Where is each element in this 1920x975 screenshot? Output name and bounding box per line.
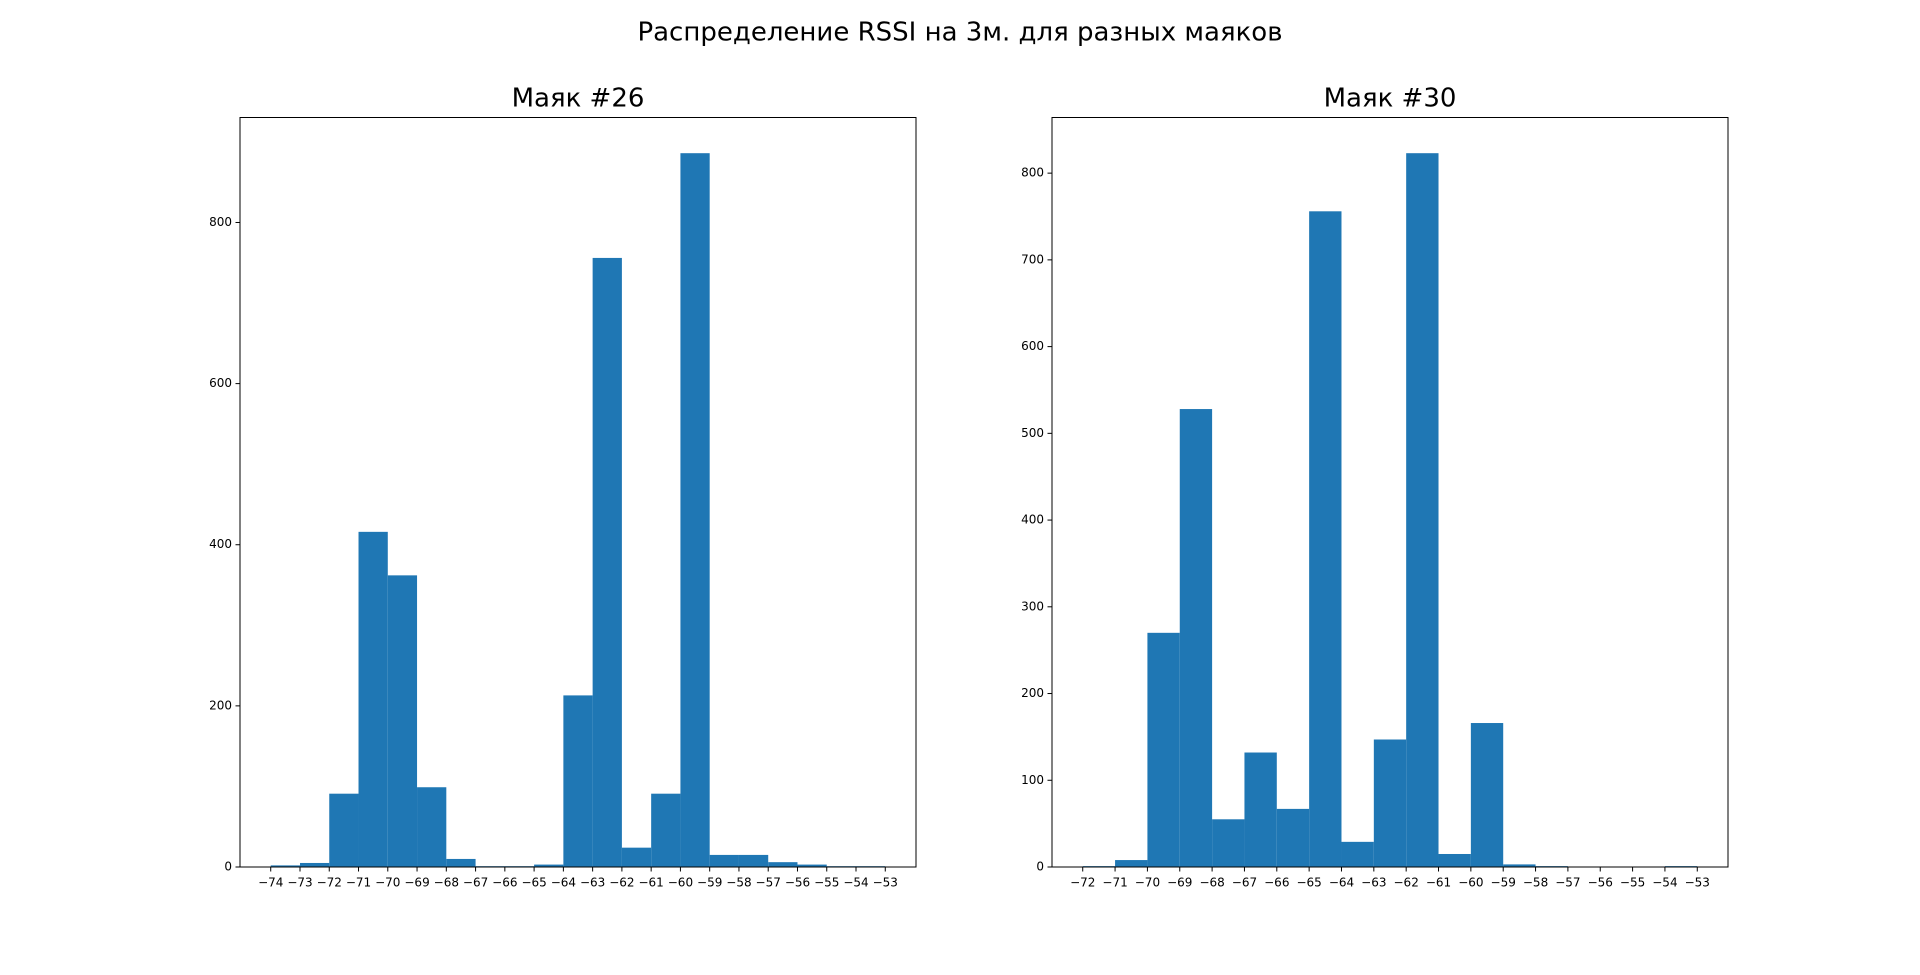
bar: [1179, 409, 1213, 867]
bar: [299, 862, 330, 867]
x-tick-label: −68: [1199, 876, 1224, 890]
bar: [534, 864, 564, 867]
x-tick-label: −69: [404, 876, 429, 890]
x-tick-label: −71: [1102, 876, 1127, 890]
bar: [563, 695, 593, 867]
bar: [1212, 819, 1245, 867]
axes-frame: [239, 117, 917, 868]
y-tick-label: 600: [1021, 339, 1044, 353]
x-tick-label: −71: [346, 876, 371, 890]
subplot-title: Маяк #30: [1324, 84, 1457, 114]
x-tick-label: −62: [609, 876, 634, 890]
x-tick-label: −68: [434, 876, 459, 890]
bar: [387, 575, 418, 867]
y-tick-label: 100: [1021, 773, 1044, 787]
bar: [1341, 841, 1374, 867]
y-tick-label: 800: [209, 215, 232, 229]
bar: [417, 787, 447, 867]
bar: [797, 864, 827, 867]
bar: [1503, 864, 1536, 867]
y-tick-label: 500: [1021, 426, 1044, 440]
bar: [1470, 723, 1504, 867]
bar: [446, 858, 476, 867]
x-tick-label: −54: [1652, 876, 1677, 890]
axes-frame: [1051, 117, 1729, 868]
x-tick-label: −58: [726, 876, 751, 890]
x-tick-label: −67: [1232, 876, 1257, 890]
x-tick-label: −62: [1394, 876, 1419, 890]
x-tick-label: −63: [1361, 876, 1386, 890]
y-tick-label: 0: [1036, 860, 1044, 874]
bar: [1147, 632, 1180, 867]
x-tick-label: −60: [668, 876, 693, 890]
bar: [651, 793, 681, 867]
x-tick-label: −72: [317, 876, 342, 890]
bar: [1438, 853, 1471, 867]
bar: [1309, 211, 1342, 867]
bar: [1115, 860, 1148, 867]
x-tick-label: −60: [1458, 876, 1483, 890]
x-tick-label: −67: [463, 876, 488, 890]
bar: [768, 862, 798, 867]
x-tick-label: −61: [1426, 876, 1451, 890]
y-tick-label: 0: [224, 860, 232, 874]
bar: [1244, 752, 1277, 867]
y-tick-label: 300: [1021, 599, 1044, 613]
bar: [621, 847, 652, 867]
x-tick-label: −59: [1491, 876, 1516, 890]
x-tick-label: −74: [258, 876, 283, 890]
x-tick-label: −58: [1523, 876, 1548, 890]
bar: [270, 865, 300, 867]
x-tick-label: −56: [1588, 876, 1613, 890]
y-tick-label: 400: [1021, 513, 1044, 527]
x-tick-label: −72: [1070, 876, 1095, 890]
x-tick-label: −69: [1167, 876, 1192, 890]
bar: [329, 793, 359, 867]
bar: [709, 854, 739, 867]
x-tick-label: −70: [375, 876, 400, 890]
x-tick-label: −57: [1555, 876, 1580, 890]
x-tick-label: −63: [580, 876, 605, 890]
x-tick-label: −59: [697, 876, 722, 890]
x-tick-label: −73: [287, 876, 312, 890]
subplot: Маяк #30 −72 −71 −70 −69 −68 −67 −66 −65 −64 −63 −6…: [1021, 84, 1729, 890]
bar: [358, 531, 388, 867]
bar: [738, 854, 769, 867]
x-tick-label: −65: [1296, 876, 1321, 890]
subplot-title: Маяк #26: [512, 84, 645, 114]
bar: [1276, 808, 1310, 867]
figure-title: Распределение RSSI на 3м. для разных мая…: [637, 18, 1282, 48]
y-tick-label: 200: [1021, 686, 1044, 700]
bar: [1406, 153, 1439, 867]
x-tick-label: −70: [1135, 876, 1160, 890]
y-tick-label: 800: [1021, 166, 1044, 180]
x-tick-label: −55: [1620, 876, 1645, 890]
x-tick-label: −61: [638, 876, 663, 890]
subplot: Маяк #26 −74 −73 −72 −71 −70 −69 −68 −67 −66 −65 −6…: [209, 84, 917, 890]
x-tick-label: −54: [843, 876, 868, 890]
x-tick-label: −66: [1264, 876, 1289, 890]
y-tick-label: 400: [209, 537, 232, 551]
x-tick-label: −64: [1329, 876, 1354, 890]
x-tick-label: −55: [814, 876, 839, 890]
x-tick-label: −66: [492, 876, 517, 890]
y-tick-label: 600: [209, 376, 232, 390]
x-tick-label: −64: [551, 876, 576, 890]
y-tick-label: 200: [209, 698, 232, 712]
bar: [680, 153, 710, 867]
x-tick-label: −53: [1685, 876, 1710, 890]
y-tick-label: 700: [1021, 252, 1044, 266]
x-tick-label: −57: [756, 876, 781, 890]
bar: [1373, 739, 1407, 867]
bar: [592, 257, 622, 867]
x-tick-label: −56: [785, 876, 810, 890]
x-tick-label: −53: [873, 876, 898, 890]
x-tick-label: −65: [521, 876, 546, 890]
